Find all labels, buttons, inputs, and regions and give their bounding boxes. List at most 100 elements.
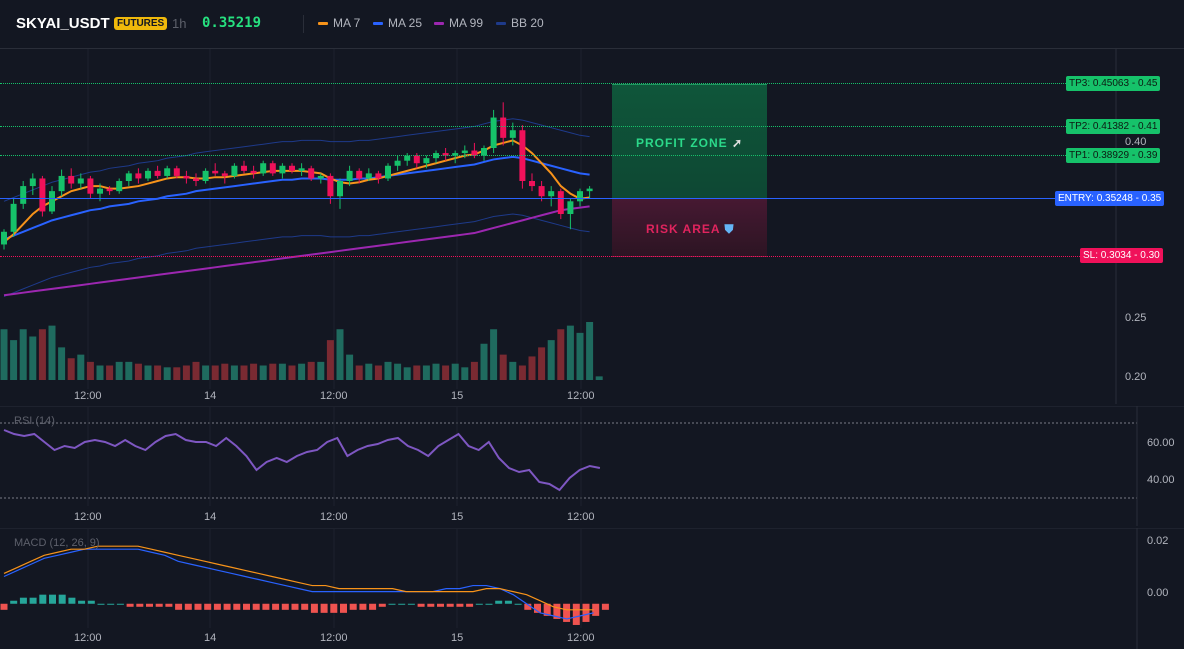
candle-body [490, 117, 497, 148]
legend-bb20[interactable]: BB 20 [496, 16, 544, 30]
macd-hist-bar [184, 603, 192, 610]
legend-ma99[interactable]: MA 99 [434, 16, 483, 30]
price-grid [87, 49, 582, 389]
macd-hist-bar [87, 600, 95, 604]
entry-tag[interactable]: ENTRY: 0.35248 - 0.35 [1055, 191, 1165, 206]
macd-hist-bar [407, 603, 415, 605]
candle-body [1, 231, 7, 245]
candle-body [193, 178, 199, 181]
legend-ma25[interactable]: MA 25 [373, 16, 422, 30]
volume-bar [586, 322, 594, 380]
price-chart[interactable]: 0.40 0.25 0.20 12:00 14 12:00 15 12:00 [0, 49, 1184, 404]
candle-body [20, 186, 27, 204]
tp3-tag[interactable]: TP3: 0.45063 - 0.45 [1066, 76, 1161, 91]
candle-body [538, 186, 545, 197]
volume-bar [317, 361, 325, 380]
candle-body [404, 155, 411, 161]
rsi-grid [87, 406, 582, 506]
volume-bar [77, 354, 85, 380]
chart-toolbar: SKYAI_USDT FUTURES 1h 0.35219 MA 7 MA 25… [0, 0, 1184, 49]
candle-body [365, 173, 372, 179]
volume-bar [336, 329, 344, 380]
candle-body [279, 165, 286, 174]
macd-hist-bar [213, 603, 221, 610]
macd-hist-bar [204, 603, 212, 610]
macd-hist-bar [281, 603, 289, 610]
volume-bar [576, 332, 584, 380]
tp3-axis: 0.45 [1137, 78, 1158, 89]
rsi-title: RSI (14) [14, 415, 55, 427]
candle-body [461, 150, 468, 154]
candle-body [269, 163, 276, 174]
volume-bar [307, 361, 315, 380]
candle-body [173, 168, 180, 176]
macd-hist-bar [78, 600, 86, 604]
macd-hist-bar [553, 603, 561, 619]
entry-value: ENTRY: 0.35248 [1058, 193, 1133, 204]
candle-body [308, 168, 315, 179]
macd-pane[interactable]: 0.02 0.00 12:00 14 12:00 15 12:00 [0, 528, 1184, 649]
volume-bar [518, 365, 526, 380]
volume-bar [432, 363, 440, 380]
candle-body [375, 173, 382, 179]
time-label: 14 [204, 511, 216, 523]
candle-body [29, 178, 36, 187]
tp2-tag[interactable]: TP2: 0.41382 - 0.41 [1066, 119, 1161, 134]
candle-body [317, 175, 324, 179]
macd-hist-bar [388, 603, 396, 605]
macd-hist-bar [310, 603, 318, 613]
macd-hist-bar [592, 603, 600, 616]
time-label: 12:00 [320, 632, 348, 644]
macd-hist-bar [524, 603, 532, 610]
volume-bar [182, 365, 190, 380]
candle-body [49, 191, 55, 212]
time-label: 12:00 [567, 632, 595, 644]
volume-bar [86, 361, 94, 380]
entry-axis: 0.35 [1141, 193, 1162, 204]
candle-body [154, 170, 161, 176]
macd-hist-bar [262, 603, 270, 610]
volume-bar [115, 361, 123, 380]
time-label: 12:00 [74, 632, 102, 644]
time-label: 12:00 [320, 511, 348, 523]
volume-bars [0, 322, 603, 380]
macd-hist-bar [437, 603, 444, 607]
volume-bar [278, 363, 286, 380]
macd-hist-bar [155, 603, 163, 607]
candle-body [423, 158, 430, 164]
candle-body [289, 165, 295, 171]
symbol-name[interactable]: SKYAI_USDT [16, 15, 110, 32]
macd-hist-bar [146, 603, 153, 607]
volume-bar [557, 329, 565, 380]
candle-body [413, 155, 420, 164]
axis-label-040: 0.40 [1125, 136, 1146, 148]
rsi-pane[interactable]: 60.00 40.00 12:00 14 12:00 15 12:00 [0, 406, 1184, 526]
moving-averages [3, 139, 590, 297]
macd-hist-bar [116, 603, 124, 605]
timeframe-label[interactable]: 1h [172, 16, 187, 31]
macd-hist-bar [175, 603, 183, 610]
profit-zone-label: PROFIT ZONE ➚ [636, 136, 743, 150]
macd-hist-bar [417, 603, 425, 607]
candle-body [125, 173, 132, 181]
legend-bb20-label: BB 20 [511, 16, 544, 30]
time-label: 15 [451, 632, 463, 644]
bollinger-bands [3, 118, 590, 297]
time-label: 14 [204, 632, 216, 644]
macd-hist-bar [466, 603, 474, 607]
legend-ma7[interactable]: MA 7 [318, 16, 360, 30]
macd-hist-bar [427, 603, 435, 607]
volume-bar [480, 343, 488, 380]
volume-bar [365, 363, 373, 380]
tp1-tag[interactable]: TP1: 0.38929 - 0.39 [1066, 148, 1161, 163]
toolbar-divider [303, 15, 304, 33]
macd-hist-bar [398, 603, 406, 605]
macd-hist-bar [223, 603, 231, 610]
volume-bar [10, 340, 18, 380]
macd-hist-bar [29, 597, 37, 604]
volume-bar [106, 365, 114, 380]
volume-bar [288, 365, 296, 380]
sl-tag[interactable]: SL: 0.3034 - 0.30 [1080, 248, 1163, 263]
macd-title: MACD (12, 26, 9) [14, 537, 100, 549]
candle-body [202, 170, 209, 181]
